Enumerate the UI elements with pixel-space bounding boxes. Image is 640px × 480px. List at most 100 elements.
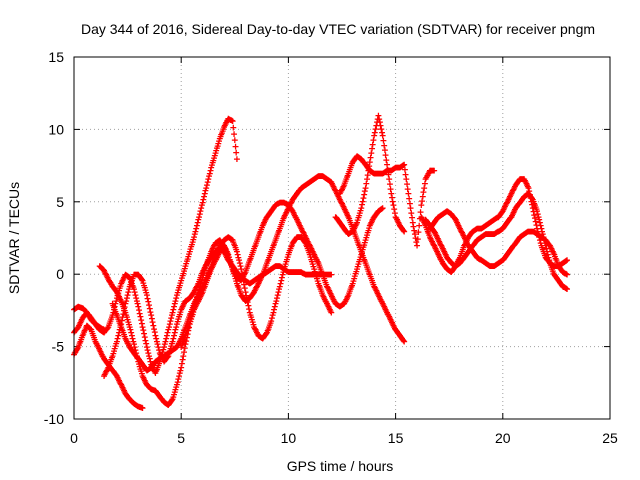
- data-point: +: [176, 308, 183, 321]
- data-point: +: [251, 240, 258, 253]
- data-point: +: [115, 329, 122, 342]
- data-point: +: [430, 217, 437, 230]
- data-point: +: [249, 248, 256, 261]
- data-point: +: [374, 112, 381, 125]
- data-point: +: [194, 296, 201, 309]
- data-point: +: [449, 209, 456, 222]
- data-point: +: [306, 238, 313, 251]
- data-point: +: [286, 265, 293, 278]
- data-point: +: [485, 217, 492, 230]
- data-point: +: [225, 251, 232, 264]
- data-point: +: [375, 288, 382, 301]
- data-point: +: [338, 218, 345, 231]
- data-point: +: [545, 254, 552, 267]
- data-point: +: [224, 249, 231, 262]
- data-point: +: [246, 277, 253, 290]
- data-point: +: [165, 323, 172, 336]
- data-point: +: [246, 292, 253, 305]
- data-point: +: [89, 327, 96, 340]
- data-point: +: [295, 216, 302, 229]
- data-point: +: [223, 116, 230, 129]
- data-point: +: [462, 232, 469, 245]
- data-point: +: [474, 251, 481, 264]
- data-point: +: [361, 238, 368, 251]
- data-point: +: [560, 280, 567, 293]
- data-point: +: [160, 395, 167, 408]
- data-point: +: [396, 328, 403, 341]
- data-point: +: [219, 244, 226, 257]
- data-point: +: [134, 294, 141, 307]
- data-point: +: [294, 265, 301, 278]
- data-point: +: [261, 330, 268, 343]
- data-point: +: [444, 251, 451, 264]
- data-point: +: [563, 282, 570, 295]
- data-point: +: [298, 181, 305, 194]
- data-point: +: [487, 260, 494, 273]
- data-point: +: [198, 202, 205, 215]
- data-point: +: [111, 282, 118, 295]
- data-point: +: [476, 222, 483, 235]
- data-point: +: [130, 345, 137, 358]
- data-point: +: [227, 257, 234, 270]
- data-point: +: [382, 148, 389, 161]
- data-point: +: [339, 220, 346, 233]
- data-point: +: [342, 176, 349, 189]
- data-point: +: [465, 239, 472, 252]
- data-point: +: [241, 282, 248, 295]
- data-point: +: [466, 240, 473, 253]
- x-tick-label: 10: [281, 430, 297, 446]
- data-point: +: [502, 200, 509, 213]
- data-point: +: [452, 260, 459, 273]
- data-point: +: [217, 243, 224, 256]
- data-point: +: [196, 210, 203, 223]
- data-point: +: [208, 251, 215, 264]
- data-point: +: [534, 222, 541, 235]
- data-point: +: [111, 300, 118, 313]
- data-point: +: [322, 268, 329, 281]
- data-point: +: [361, 156, 368, 169]
- data-point: +: [314, 272, 321, 285]
- data-point: +: [159, 351, 166, 364]
- data-point: +: [367, 268, 374, 281]
- data-point: +: [304, 268, 311, 281]
- data-point: +: [139, 317, 146, 330]
- data-point: +: [212, 147, 219, 160]
- data-point: +: [222, 248, 229, 261]
- data-point: +: [197, 284, 204, 297]
- data-point: +: [382, 302, 389, 315]
- data-point: +: [507, 244, 514, 257]
- data-point: +: [432, 215, 439, 228]
- data-point: +: [177, 305, 184, 318]
- data-point: +: [231, 270, 238, 283]
- data-point: +: [370, 166, 377, 179]
- data-point: +: [507, 190, 514, 203]
- data-point: +: [309, 268, 316, 281]
- data-point: +: [537, 236, 544, 249]
- data-point: +: [181, 333, 188, 346]
- data-point: +: [204, 257, 211, 270]
- data-point: +: [79, 312, 86, 325]
- data-point: +: [319, 170, 326, 183]
- data-point: +: [480, 229, 487, 242]
- data-point: +: [209, 249, 216, 262]
- data-point: +: [460, 252, 467, 265]
- data-point: +: [285, 199, 292, 212]
- data-point: +: [325, 174, 332, 187]
- data-point: +: [392, 323, 399, 336]
- data-point: +: [552, 269, 559, 282]
- data-point: +: [244, 275, 251, 288]
- data-point: +: [216, 233, 223, 246]
- data-point: +: [286, 246, 293, 259]
- data-point: +: [131, 341, 138, 354]
- data-point: +: [287, 242, 294, 255]
- data-point: +: [428, 221, 435, 234]
- data-point: +: [84, 319, 91, 332]
- data-point: +: [120, 307, 127, 320]
- data-point: +: [346, 212, 353, 225]
- data-point: +: [85, 320, 92, 333]
- data-point: +: [213, 252, 220, 265]
- data-point: +: [101, 368, 108, 381]
- data-point: +: [224, 115, 231, 128]
- data-point: +: [204, 257, 211, 270]
- data-point: +: [459, 226, 466, 239]
